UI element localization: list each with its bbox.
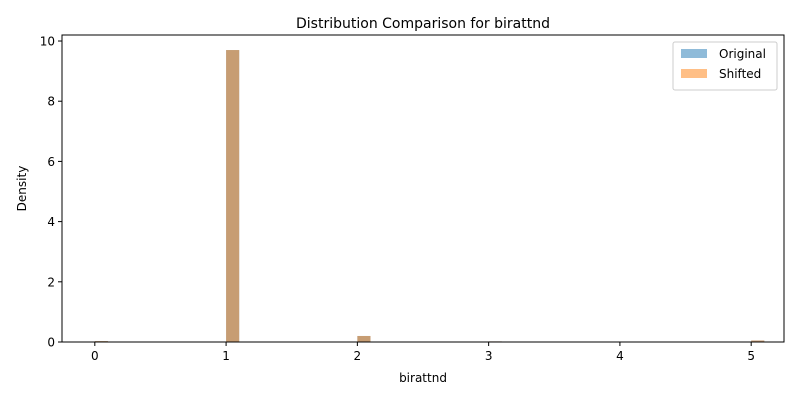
- x-tick-label: 4: [616, 349, 624, 363]
- bar-shifted-5: [751, 340, 765, 342]
- y-axis-label: Density: [15, 166, 29, 212]
- y-tick-label: 8: [47, 95, 55, 109]
- x-axis: 0 1 2 3 4 5: [91, 342, 755, 363]
- y-tick-label: 10: [40, 35, 55, 49]
- x-tick-label: 2: [354, 349, 362, 363]
- x-tick-label: 3: [485, 349, 493, 363]
- bars-layer: [94, 50, 765, 343]
- legend-label-original: Original: [719, 47, 766, 61]
- y-axis: 0 2 4 6 8 10: [40, 35, 62, 350]
- y-tick-label: 0: [47, 336, 55, 350]
- legend: Original Shifted: [672, 41, 778, 91]
- y-tick-label: 2: [47, 275, 55, 289]
- x-tick-label: 1: [222, 349, 230, 363]
- x-tick-label: 5: [747, 349, 755, 363]
- y-tick-label: 4: [47, 215, 55, 229]
- plot-frame: [61, 34, 785, 343]
- x-tick-label: 0: [91, 349, 99, 363]
- legend-swatch-shifted: [681, 69, 707, 78]
- legend-label-shifted: Shifted: [719, 67, 761, 81]
- legend-swatch-original: [681, 49, 707, 58]
- y-tick-label: 6: [47, 155, 55, 169]
- chart-title: Distribution Comparison for birattnd: [296, 16, 550, 32]
- bar-shifted-1: [226, 50, 240, 343]
- bar-shifted-2: [357, 335, 371, 342]
- x-axis-label: birattnd: [399, 371, 447, 385]
